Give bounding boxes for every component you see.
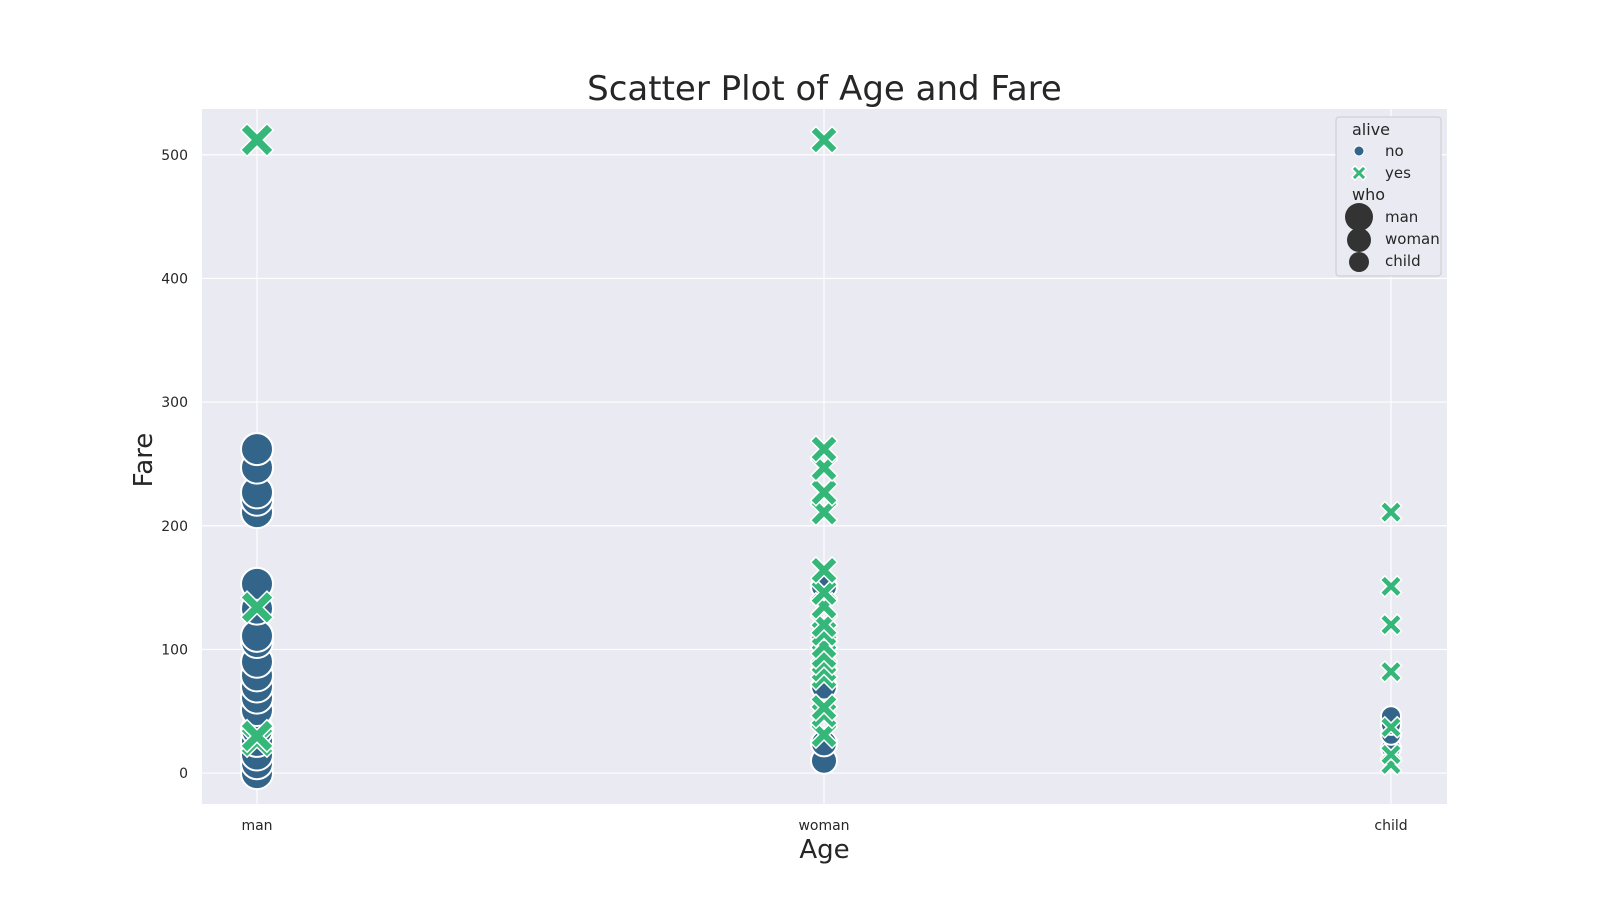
x-tick-label: man <box>241 818 272 834</box>
data-point-yes <box>239 122 275 158</box>
legend-label-yes: yes <box>1385 164 1411 182</box>
data-point-yes <box>809 720 839 750</box>
legend-label-no: no <box>1385 142 1404 160</box>
x-tick-label: woman <box>798 818 849 834</box>
legend-marker-yes <box>1350 164 1368 182</box>
data-point-yes <box>809 497 839 527</box>
legend-size-marker-woman <box>1347 228 1371 252</box>
legend: alive no yes who man woman child <box>1335 116 1442 277</box>
data-point-no <box>240 566 274 601</box>
legend-label-child: child <box>1385 252 1421 270</box>
axis-ticks: 0 100 200 300 400 500 man woman child <box>161 148 1407 834</box>
x-tick-label: child <box>1374 818 1407 834</box>
y-axis-title: Fare <box>129 433 159 488</box>
data-point-yes <box>809 578 839 607</box>
y-tick-label: 300 <box>161 395 188 411</box>
data-point-yes <box>809 477 839 507</box>
data-point-yes <box>1379 500 1403 524</box>
data-point-yes <box>239 590 275 625</box>
y-tick-label: 0 <box>179 766 188 782</box>
chart-title: Scatter Plot of Age and Fare <box>587 69 1062 109</box>
data-point-yes <box>1379 715 1403 739</box>
data-point-yes <box>1379 660 1403 684</box>
data-point-yes <box>1379 574 1403 598</box>
legend-x-glyph <box>1350 164 1368 182</box>
legend-size-marker-man <box>1345 203 1373 231</box>
data-point-no <box>240 432 274 467</box>
y-tick-label: 400 <box>161 271 188 287</box>
legend-size-marker-child <box>1349 252 1369 272</box>
data-point-yes <box>809 453 839 483</box>
data-point-yes <box>809 610 839 640</box>
legend-marker-no <box>1353 145 1365 157</box>
legend-size-title: who <box>1352 185 1385 204</box>
data-point-yes <box>809 434 839 464</box>
data-point-yes <box>239 718 275 754</box>
data-point-yes <box>809 693 839 722</box>
legend-label-man: man <box>1385 208 1418 226</box>
y-tick-label: 200 <box>161 519 188 535</box>
data-points <box>239 122 1403 791</box>
y-tick-label: 100 <box>161 642 188 658</box>
x-axis-title: Age <box>799 835 849 865</box>
data-point-yes <box>1379 742 1403 767</box>
data-point-yes <box>809 555 839 585</box>
data-point-yes <box>1379 613 1403 637</box>
legend-label-woman: woman <box>1385 230 1440 248</box>
y-tick-label: 500 <box>161 148 188 164</box>
legend-hue-title: alive <box>1352 120 1390 139</box>
data-point-yes <box>809 125 839 155</box>
